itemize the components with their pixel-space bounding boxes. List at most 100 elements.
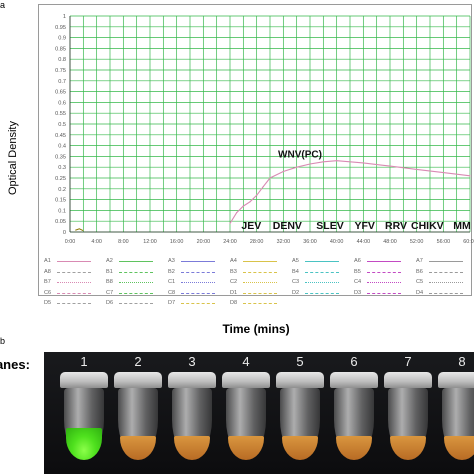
data-point <box>416 168 418 170</box>
legend-item: A8 <box>40 267 104 277</box>
legend-item: D1 <box>226 288 290 298</box>
lane-number: 5 <box>296 354 304 369</box>
legend-label: D8 <box>230 300 238 306</box>
tube-lane-1: 1 <box>56 352 112 474</box>
legend-item: B2 <box>164 267 228 277</box>
tube-cap <box>168 372 216 388</box>
y-tick-label: 1 <box>63 14 66 20</box>
curve-label: JEV <box>241 220 261 232</box>
legend-swatch <box>243 271 277 273</box>
legend-label: D5 <box>44 300 52 306</box>
legend-item: C3 <box>288 277 352 287</box>
y-tick-label: 0.25 <box>55 176 66 182</box>
legend-item: A7 <box>412 256 474 266</box>
data-point <box>229 222 231 224</box>
legend-swatch <box>181 303 215 304</box>
legend-swatch <box>119 292 153 294</box>
tube-liquid <box>120 436 156 460</box>
y-tick-label: 0.85 <box>55 46 66 52</box>
legend-label: D6 <box>106 300 114 306</box>
data-point <box>236 211 238 214</box>
x-tick-label: 32:00 <box>277 239 291 245</box>
legend-item: B4 <box>288 267 352 277</box>
legend-label: A7 <box>416 258 423 264</box>
tube-cap <box>114 372 162 388</box>
series <box>75 160 471 232</box>
baseline-noise <box>75 228 84 232</box>
legend-label: C2 <box>230 279 238 285</box>
legend-label: B2 <box>168 268 175 275</box>
x-tick-label: 44:00 <box>357 239 371 245</box>
legend-item: B6 <box>412 267 474 277</box>
legend-swatch <box>367 261 401 262</box>
legend-label: C6 <box>44 289 52 296</box>
tube-lane-6: 6 <box>326 352 382 474</box>
legend-swatch <box>305 292 339 294</box>
legend-swatch <box>57 282 91 283</box>
legend-label: D1 <box>230 289 238 296</box>
y-tick-label: 0 <box>63 230 66 236</box>
curve-label: DENV <box>273 220 302 232</box>
x-tick-label: 52:00 <box>410 239 424 245</box>
lane-number: 8 <box>458 354 466 369</box>
legend-item: C7 <box>102 288 166 298</box>
lane-number: 3 <box>188 354 196 369</box>
y-axis-label: Optical Density <box>7 121 19 195</box>
y-tick-label: 0.15 <box>55 198 66 204</box>
legend-label: B1 <box>106 268 113 275</box>
y-tick-label: 0.4 <box>58 144 66 150</box>
legend-swatch <box>429 282 463 283</box>
lane-number: 2 <box>134 354 142 369</box>
y-tick-label: 0.75 <box>55 68 66 74</box>
legend-label: B4 <box>292 268 299 275</box>
x-tick-label: 56:00 <box>437 239 451 245</box>
legend-item: C4 <box>350 277 414 287</box>
x-tick-label: 12:00 <box>143 239 157 245</box>
legend: A1 A2 A3 A4 A5 A6 A7 A8 B1 B2 B3 B4 B5 B6 B7 B8 C1 C2 C3 C4… <box>38 255 474 315</box>
y-tick-label: 0.3 <box>58 165 66 171</box>
y-tick-label: 0.35 <box>55 154 66 160</box>
legend-label: B6 <box>416 268 423 275</box>
data-point <box>362 162 364 164</box>
legend-swatch <box>305 271 339 273</box>
legend-item: D2 <box>288 288 352 298</box>
legend-label: B3 <box>230 268 237 275</box>
curve-label: CHIKV <box>411 220 444 232</box>
legend-swatch <box>305 282 339 283</box>
legend-swatch <box>119 303 153 304</box>
legend-swatch <box>367 292 401 294</box>
y-tick-label: 0.9 <box>58 36 66 42</box>
y-tick-label: 0.55 <box>55 111 66 117</box>
legend-item: C2 <box>226 277 290 287</box>
lane-number: 6 <box>350 354 358 369</box>
legend-label: A1 <box>44 258 51 264</box>
curve-label: YFV <box>354 220 374 232</box>
legend-swatch <box>181 292 215 294</box>
panel-a-mark: a <box>0 0 6 10</box>
x-tick-label: 20:00 <box>197 239 211 245</box>
legend-item: B1 <box>102 267 166 277</box>
legend-label: A6 <box>354 258 361 264</box>
legend-item: B3 <box>226 267 290 277</box>
legend-item: A3 <box>164 256 228 266</box>
tube-lane-5: 5 <box>272 352 328 474</box>
legend-label: C3 <box>292 279 300 285</box>
data-point <box>249 201 251 203</box>
legend-swatch <box>305 261 339 262</box>
legend-item: C8 <box>164 288 228 298</box>
legend-swatch <box>181 282 215 283</box>
y-tick-label: 0.95 <box>55 25 66 31</box>
legend-item: A6 <box>350 256 414 266</box>
lanes-label: Lanes: <box>0 357 30 372</box>
legend-swatch <box>181 271 215 273</box>
x-tick-label: 48:00 <box>383 239 397 245</box>
x-axis-label: Time (mins) <box>222 322 290 336</box>
legend-swatch <box>367 282 401 283</box>
legend-item: C1 <box>164 277 228 287</box>
x-tick-label: 28:00 <box>250 239 264 245</box>
y-tick-label: 0.2 <box>58 187 66 193</box>
legend-item: C5 <box>412 277 474 287</box>
legend-label: A2 <box>106 258 113 264</box>
legend-label: A8 <box>44 268 51 275</box>
tube-liquid <box>228 436 264 460</box>
